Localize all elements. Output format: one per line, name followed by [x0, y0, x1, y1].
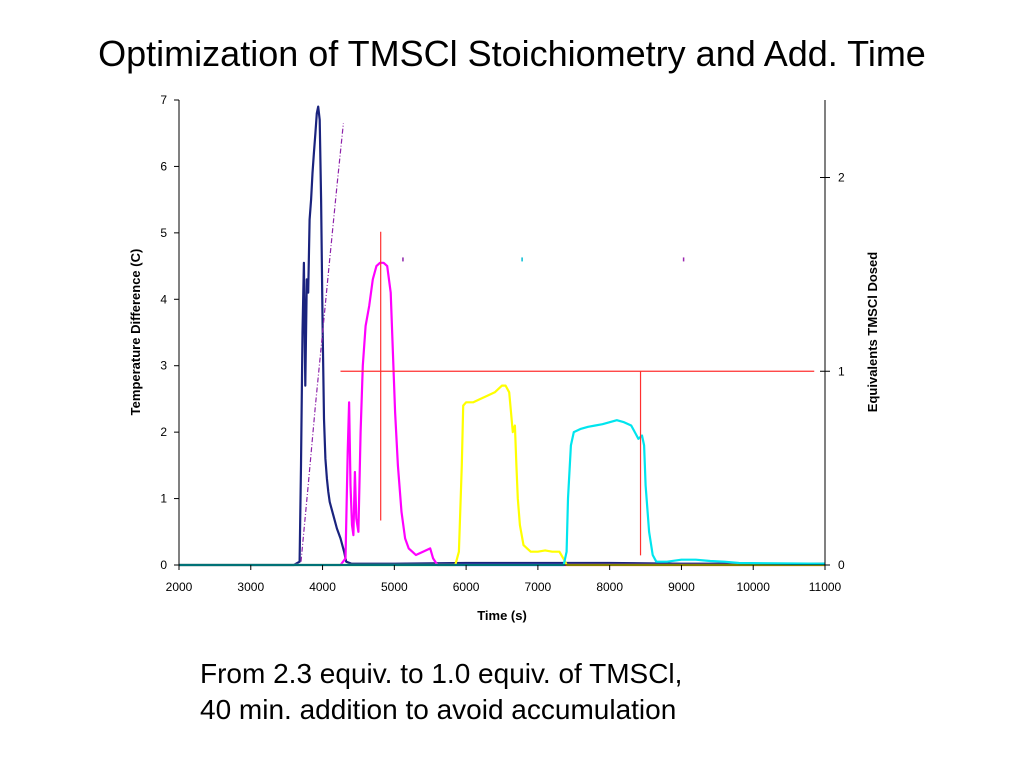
y2-tick-label: 1 [838, 364, 845, 378]
y2-axis-title: Equivalents TMSCl Dosed [865, 252, 880, 412]
caption: From 2.3 equiv. to 1.0 equiv. of TMSCl, … [200, 656, 682, 728]
x-tick-label: 2000 [166, 580, 193, 594]
x-tick-label: 5000 [381, 580, 408, 594]
series-line-5 [179, 419, 826, 567]
y-tick-label: 2 [160, 425, 167, 439]
x-tick-label: 4000 [309, 580, 336, 594]
x-tick-label: 9000 [668, 580, 695, 594]
series-line-4 [179, 384, 825, 567]
axes-layer: 2000 3000 4000 5000 6000 7000 8000 9000 10000 110… [160, 93, 845, 594]
series-line-2 [300, 123, 344, 562]
y-tick-label: 7 [160, 93, 167, 107]
y-tick-label: 1 [160, 492, 167, 506]
y2-tick-label: 0 [838, 558, 845, 572]
x-axis-title: Time (s) [477, 608, 527, 623]
series-line-3 [179, 261, 825, 567]
x-tick-label: 10000 [737, 580, 771, 594]
plot-area [179, 100, 825, 565]
series-line-1 [179, 105, 825, 567]
y-tick-label: 0 [160, 558, 167, 572]
x-tick-label: 8000 [596, 580, 623, 594]
slide-title: Optimization of TMSCl Stoichiometry and … [98, 33, 926, 74]
x-tick-label: 7000 [525, 580, 552, 594]
x-tick-label: 11000 [809, 580, 842, 594]
y-axis-title: Temperature Difference (C) [128, 249, 143, 416]
x-tick-label: 3000 [237, 580, 264, 594]
caption-line-1: From 2.3 equiv. to 1.0 equiv. of TMSCl, [200, 658, 683, 689]
y-tick-label: 6 [160, 159, 167, 173]
y-tick-label: 4 [160, 292, 167, 306]
x-tick-label: 6000 [453, 580, 480, 594]
y2-tick-label: 2 [838, 171, 845, 185]
caption-line-2: 40 min. addition to avoid accumulation [200, 694, 677, 725]
y-tick-label: 3 [160, 359, 167, 373]
chart: 2000 3000 4000 5000 6000 7000 8000 9000 10000 110… [128, 93, 880, 623]
y-tick-label: 5 [160, 226, 167, 240]
series-layer [179, 105, 826, 567]
